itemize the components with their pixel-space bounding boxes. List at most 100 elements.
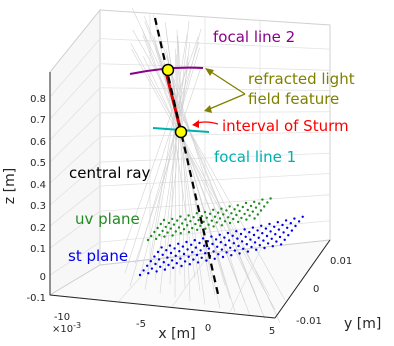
uv-sample-dot <box>218 217 222 220</box>
st-sample-dot <box>173 247 176 250</box>
st-sample-dot <box>230 254 233 257</box>
arrowhead-icon <box>204 105 212 113</box>
st-sample-dot <box>219 241 222 244</box>
st-sample-dot <box>205 259 208 262</box>
grid-line <box>49 241 101 276</box>
uv-sample-dot <box>212 225 215 228</box>
uv-sample-dot <box>174 230 177 233</box>
uv-sample-dot <box>191 226 194 230</box>
z-tick-label: 0.3 <box>30 201 46 212</box>
grid-line <box>117 257 159 303</box>
st-sample-dot <box>154 262 157 266</box>
grid-line <box>49 136 101 184</box>
st-sample-dot <box>163 268 167 271</box>
uv-sample-dot <box>258 202 261 205</box>
uv-sample-dot <box>182 228 186 231</box>
uv-sample-dot <box>249 204 253 208</box>
st-sample-dot <box>210 235 213 238</box>
y-tick-label: -0.01 <box>296 316 322 327</box>
uv-plane-samples <box>146 197 272 242</box>
light-ray <box>164 43 190 271</box>
st-sample-dot <box>195 253 199 257</box>
uv-sample-dot <box>245 218 248 221</box>
z-tick-label: -0.1 <box>26 293 46 304</box>
st-sample-dot <box>216 245 219 248</box>
st-sample-dot <box>194 246 198 249</box>
z-axis-label: z [m] <box>2 168 18 204</box>
light-ray <box>176 29 181 275</box>
grid-line <box>49 112 101 163</box>
st-sample-dot <box>274 233 277 236</box>
grid-line <box>99 220 331 243</box>
uv-sample-dot <box>199 224 202 227</box>
uv-sample-dot <box>228 205 231 208</box>
st-sample-dot <box>263 246 266 250</box>
uv-sample-dot <box>225 209 228 212</box>
uv-sample-dot <box>202 220 205 223</box>
uv-sample-dot <box>194 222 197 226</box>
st-sample-dot <box>156 250 160 254</box>
uv-sample-dot <box>235 213 238 217</box>
uv-sample-dot <box>187 230 191 234</box>
light-ray <box>154 47 236 312</box>
st-sample-dot <box>159 265 162 268</box>
uv-sample-dot <box>251 210 254 213</box>
st-sample-dot <box>181 245 185 248</box>
grid-line <box>49 210 101 249</box>
uv-sample-dot <box>220 224 223 227</box>
st-sample-dot <box>172 266 175 269</box>
uv-sample-dot <box>172 223 176 226</box>
st-sample-dot <box>260 224 263 227</box>
st-sample-dot <box>211 242 214 246</box>
st-sample-dot <box>138 273 142 277</box>
st-sample-dot <box>177 242 180 245</box>
uv-sample-dot <box>230 212 233 215</box>
st-sample-dot <box>270 237 273 240</box>
st-sample-dot <box>261 232 264 235</box>
uv-sample-dot <box>186 224 189 227</box>
st-sample-dot <box>276 221 279 224</box>
st-sample-dot <box>281 223 284 227</box>
light-ray <box>132 29 286 301</box>
st-sample-dot <box>179 257 182 260</box>
st-sample-dot <box>212 250 215 253</box>
st-sample-dot <box>193 239 196 242</box>
st-sample-dot <box>162 261 165 264</box>
uv-sample-dot <box>162 218 166 222</box>
st-sample-dot <box>265 234 269 238</box>
st-sample-dot <box>150 267 154 270</box>
st-sample-dot <box>155 270 158 273</box>
st-sample-dot <box>248 231 251 234</box>
st-sample-dot <box>286 226 289 229</box>
grid-line <box>49 38 101 98</box>
st-sample-dot <box>301 215 304 218</box>
x-tick-label: -5 <box>136 319 146 330</box>
st-sample-dot <box>221 255 225 259</box>
st-sample-dot <box>200 256 203 259</box>
st-sample-dot <box>178 250 181 253</box>
uv-sample-dot <box>176 219 179 222</box>
st-sample-dot <box>277 228 281 231</box>
st-sample-dot <box>290 229 294 232</box>
x-axis-label: x [m] <box>158 326 195 342</box>
st-sample-dot <box>157 258 161 261</box>
uv-sample-dot <box>187 214 190 217</box>
uv-sample-dot <box>254 206 258 209</box>
st-sample-dot <box>240 240 244 243</box>
st-sample-dot <box>196 261 200 264</box>
st-sample-dot <box>250 245 253 249</box>
st-sample-dot <box>168 244 172 247</box>
st-sample-dot <box>282 231 285 234</box>
z-tick-label: 0.7 <box>30 115 46 126</box>
uv-sample-dot <box>217 211 220 214</box>
grid-line <box>99 63 331 71</box>
uv-sample-dot <box>228 221 232 225</box>
uv-sample-dot <box>261 198 264 201</box>
arrowhead-icon <box>192 120 199 128</box>
st-sample-dot <box>149 260 152 263</box>
st-sample-dot <box>213 257 216 260</box>
light-ray <box>159 21 190 294</box>
focal-line-1-label: focal line 1 <box>214 148 296 166</box>
y-tick-labels: 0.01 0 -0.01 <box>296 256 352 327</box>
